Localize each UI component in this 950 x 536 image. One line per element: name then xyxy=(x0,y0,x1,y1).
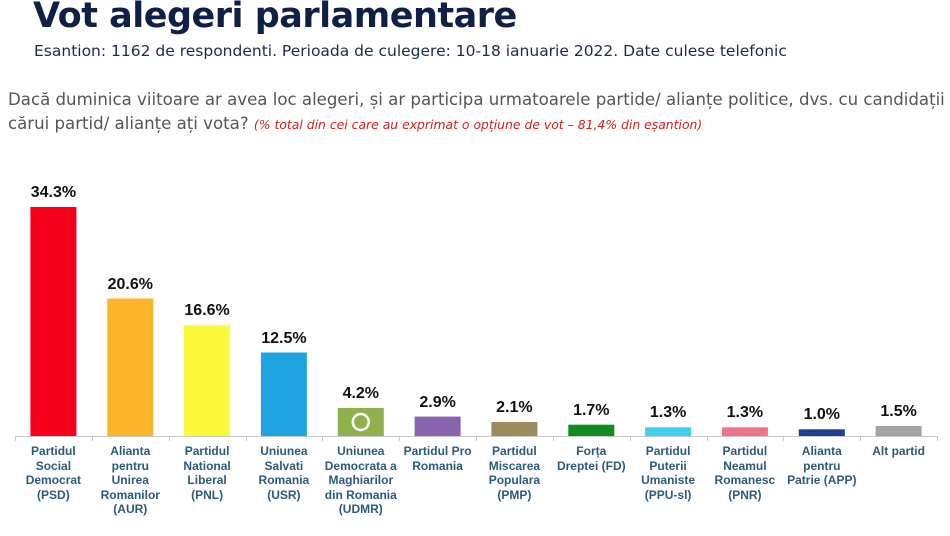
data-label: 1.7% xyxy=(573,401,610,419)
x-tick-label: Alt partid xyxy=(872,444,925,458)
data-label: 16.6% xyxy=(184,302,230,320)
x-tick-label: Partidul National Liberal (PNL) xyxy=(183,444,231,502)
bar xyxy=(260,352,307,436)
bar xyxy=(798,429,845,436)
bar xyxy=(645,427,692,436)
bar xyxy=(30,207,77,436)
data-label: 1.0% xyxy=(803,406,841,424)
x-tick-label: Partidul Neamul Romanesc (PNR) xyxy=(714,444,776,502)
x-tick-label: Partidul Social Democrat (PSD) xyxy=(25,444,82,502)
x-tick-label: Partidul Puterii Umaniste (PPU-sl) xyxy=(641,444,696,502)
survey-question: Dacă duminica viitoare ar avea loc alege… xyxy=(8,88,948,137)
bar xyxy=(568,424,615,436)
data-label: 1.3% xyxy=(726,404,764,422)
bar xyxy=(721,427,768,436)
bar xyxy=(337,408,384,436)
data-label: 1.3% xyxy=(649,404,687,422)
data-label: 20.6% xyxy=(107,275,153,293)
page-subtitle: Esantion: 1162 de respondenti. Perioada … xyxy=(34,42,787,60)
x-tick-label: Uniunea Democrata a Maghiarilor din Roma… xyxy=(324,444,397,516)
data-label: 4.2% xyxy=(342,385,380,402)
data-label: 1.5% xyxy=(880,403,917,420)
data-label: 34.3% xyxy=(30,184,77,201)
data-label: 2.1% xyxy=(496,399,533,416)
bar xyxy=(491,422,538,436)
data-label: 12.5% xyxy=(261,329,307,347)
x-tick-label: Alianta pentru Patrie (APP) xyxy=(787,444,857,487)
x-tick-label: Forța Dreptei (FD) xyxy=(556,444,626,473)
bar xyxy=(184,325,231,436)
x-tick-label: Alianta pentru Unirea Romanilor (AUR) xyxy=(100,444,160,516)
ring-marker-icon xyxy=(351,412,371,432)
bar xyxy=(107,298,154,436)
page-title: Vot alegeri parlamentare xyxy=(33,0,517,36)
x-tick-label: Partidul Pro Romania xyxy=(403,444,472,473)
x-tick-label: Uniunea Salvati Romania (USR) xyxy=(258,444,310,502)
data-label: 2.9% xyxy=(419,393,456,411)
bar xyxy=(414,416,461,436)
x-tick-label: Partidul Miscarea Populara (PMP) xyxy=(488,444,541,502)
bar xyxy=(875,426,922,436)
question-note: (% total din cei care au exprimat o opți… xyxy=(253,117,703,132)
question-text: Dacă duminica viitoare ar avea loc alege… xyxy=(8,90,945,133)
